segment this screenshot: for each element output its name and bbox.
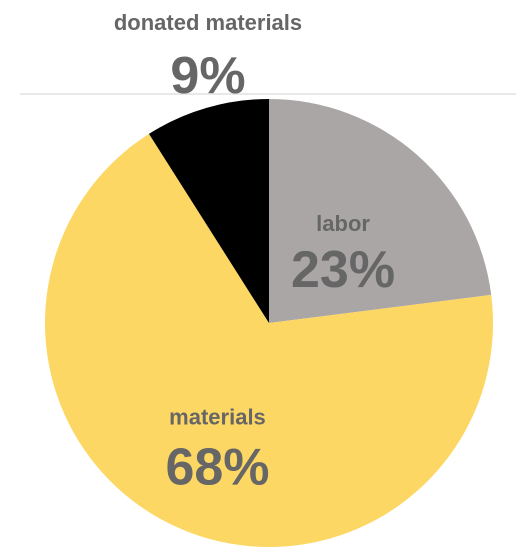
pie-slice-materials <box>45 133 494 547</box>
slice-label-donated-materials: donated materials <box>114 10 302 35</box>
pie-slice-donated-materials <box>148 99 269 323</box>
slice-value-labor: 23% <box>291 241 395 299</box>
slice-label-materials: materials <box>169 404 266 429</box>
slice-value-materials: 68% <box>165 438 269 496</box>
slice-value-donated-materials: 9% <box>170 47 245 105</box>
slice-label-labor: labor <box>316 211 370 236</box>
pie-slice-labor <box>269 99 492 323</box>
